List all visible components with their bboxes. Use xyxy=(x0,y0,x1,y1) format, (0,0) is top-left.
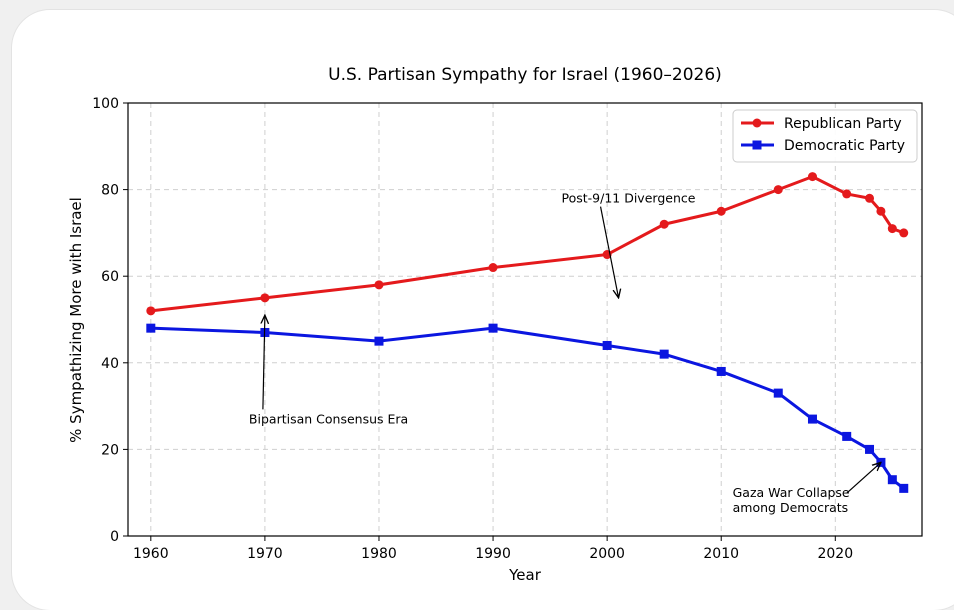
data-point-democratic xyxy=(146,323,156,333)
legend-entry-democratic: Democratic Party xyxy=(741,138,905,154)
data-point-democratic xyxy=(659,349,669,359)
y-tick-label: 100 xyxy=(92,96,119,112)
y-tick-label: 0 xyxy=(110,529,119,545)
annotation-text: Bipartisan Consensus Era xyxy=(249,411,408,426)
annotation: Post-9/11 Divergence xyxy=(562,191,696,298)
annotations: Bipartisan Consensus Era Post-9/11 Diverg… xyxy=(249,191,881,515)
data-point-democratic xyxy=(488,323,498,333)
y-axis-label: % Sympathizing More with Israel xyxy=(67,197,85,443)
x-tick-label: 2000 xyxy=(589,546,625,562)
data-point-republican xyxy=(842,189,852,199)
y-tick-label: 20 xyxy=(101,442,119,458)
grid xyxy=(128,102,922,537)
annotation: Bipartisan Consensus Era xyxy=(249,315,408,426)
series-democratic xyxy=(146,323,909,493)
y-tick-label: 80 xyxy=(101,183,119,199)
data-point-republican xyxy=(865,193,875,203)
plot-frame xyxy=(127,102,923,537)
data-point-democratic xyxy=(773,388,783,398)
data-point-republican xyxy=(899,228,909,238)
legend-box xyxy=(732,109,918,163)
data-point-republican xyxy=(146,306,156,316)
y-tick-label: 40 xyxy=(101,356,119,372)
legend-label-republican: Republican Party xyxy=(784,116,902,132)
data-point-democratic xyxy=(602,340,612,350)
x-tick-label: 1990 xyxy=(475,546,511,562)
annotation-text: Post-9/11 Divergence xyxy=(562,191,696,206)
annotation-text: among Democrats xyxy=(733,500,849,515)
y-tick-label: 60 xyxy=(101,269,119,285)
annotation-arrow xyxy=(599,206,619,298)
data-point-republican xyxy=(807,172,817,182)
data-point-republican xyxy=(659,219,669,229)
x-axis-label: Year xyxy=(508,566,542,584)
annotation-arrow xyxy=(846,462,881,494)
x-tick-label: 2010 xyxy=(703,546,739,562)
data-point-republican xyxy=(716,206,726,216)
annotation-arrow xyxy=(263,315,265,410)
data-point-republican xyxy=(260,293,270,303)
x-tick-label: 1970 xyxy=(247,546,283,562)
x-axis: 1960 1970 1980 1990 2000 2010 2020 xyxy=(133,536,853,562)
data-point-republican xyxy=(876,206,886,216)
data-point-democratic xyxy=(807,414,817,424)
chart-title: U.S. Partisan Sympathy for Israel (1960–… xyxy=(328,65,722,85)
x-tick-label: 2020 xyxy=(817,546,853,562)
data-point-republican xyxy=(374,280,384,290)
legend-label-democratic: Democratic Party xyxy=(784,138,905,154)
series-layer xyxy=(146,172,909,493)
data-point-democratic xyxy=(374,336,384,346)
data-point-democratic xyxy=(865,444,875,454)
data-point-democratic xyxy=(842,431,852,441)
series-line-republican xyxy=(150,175,905,313)
series-republican xyxy=(146,172,909,316)
legend-marker-republican xyxy=(752,118,762,128)
annotation-text: Gaza War Collapse xyxy=(733,485,850,500)
y-axis: 0 20 40 60 80 100 xyxy=(92,96,128,545)
data-point-republican xyxy=(887,224,897,234)
data-point-republican xyxy=(773,185,783,195)
data-point-democratic xyxy=(899,483,909,493)
legend-marker-democratic xyxy=(752,140,762,150)
data-point-democratic xyxy=(716,366,726,376)
x-tick-label: 1980 xyxy=(361,546,397,562)
x-tick-label: 1960 xyxy=(133,546,169,562)
legend-entry-republican: Republican Party xyxy=(741,116,902,132)
chart-svg: U.S. Partisan Sympathy for Israel (1960–… xyxy=(67,65,923,584)
data-point-republican xyxy=(488,263,498,273)
legend: Republican Party Democratic Party xyxy=(732,109,918,163)
data-point-democratic xyxy=(887,475,897,485)
